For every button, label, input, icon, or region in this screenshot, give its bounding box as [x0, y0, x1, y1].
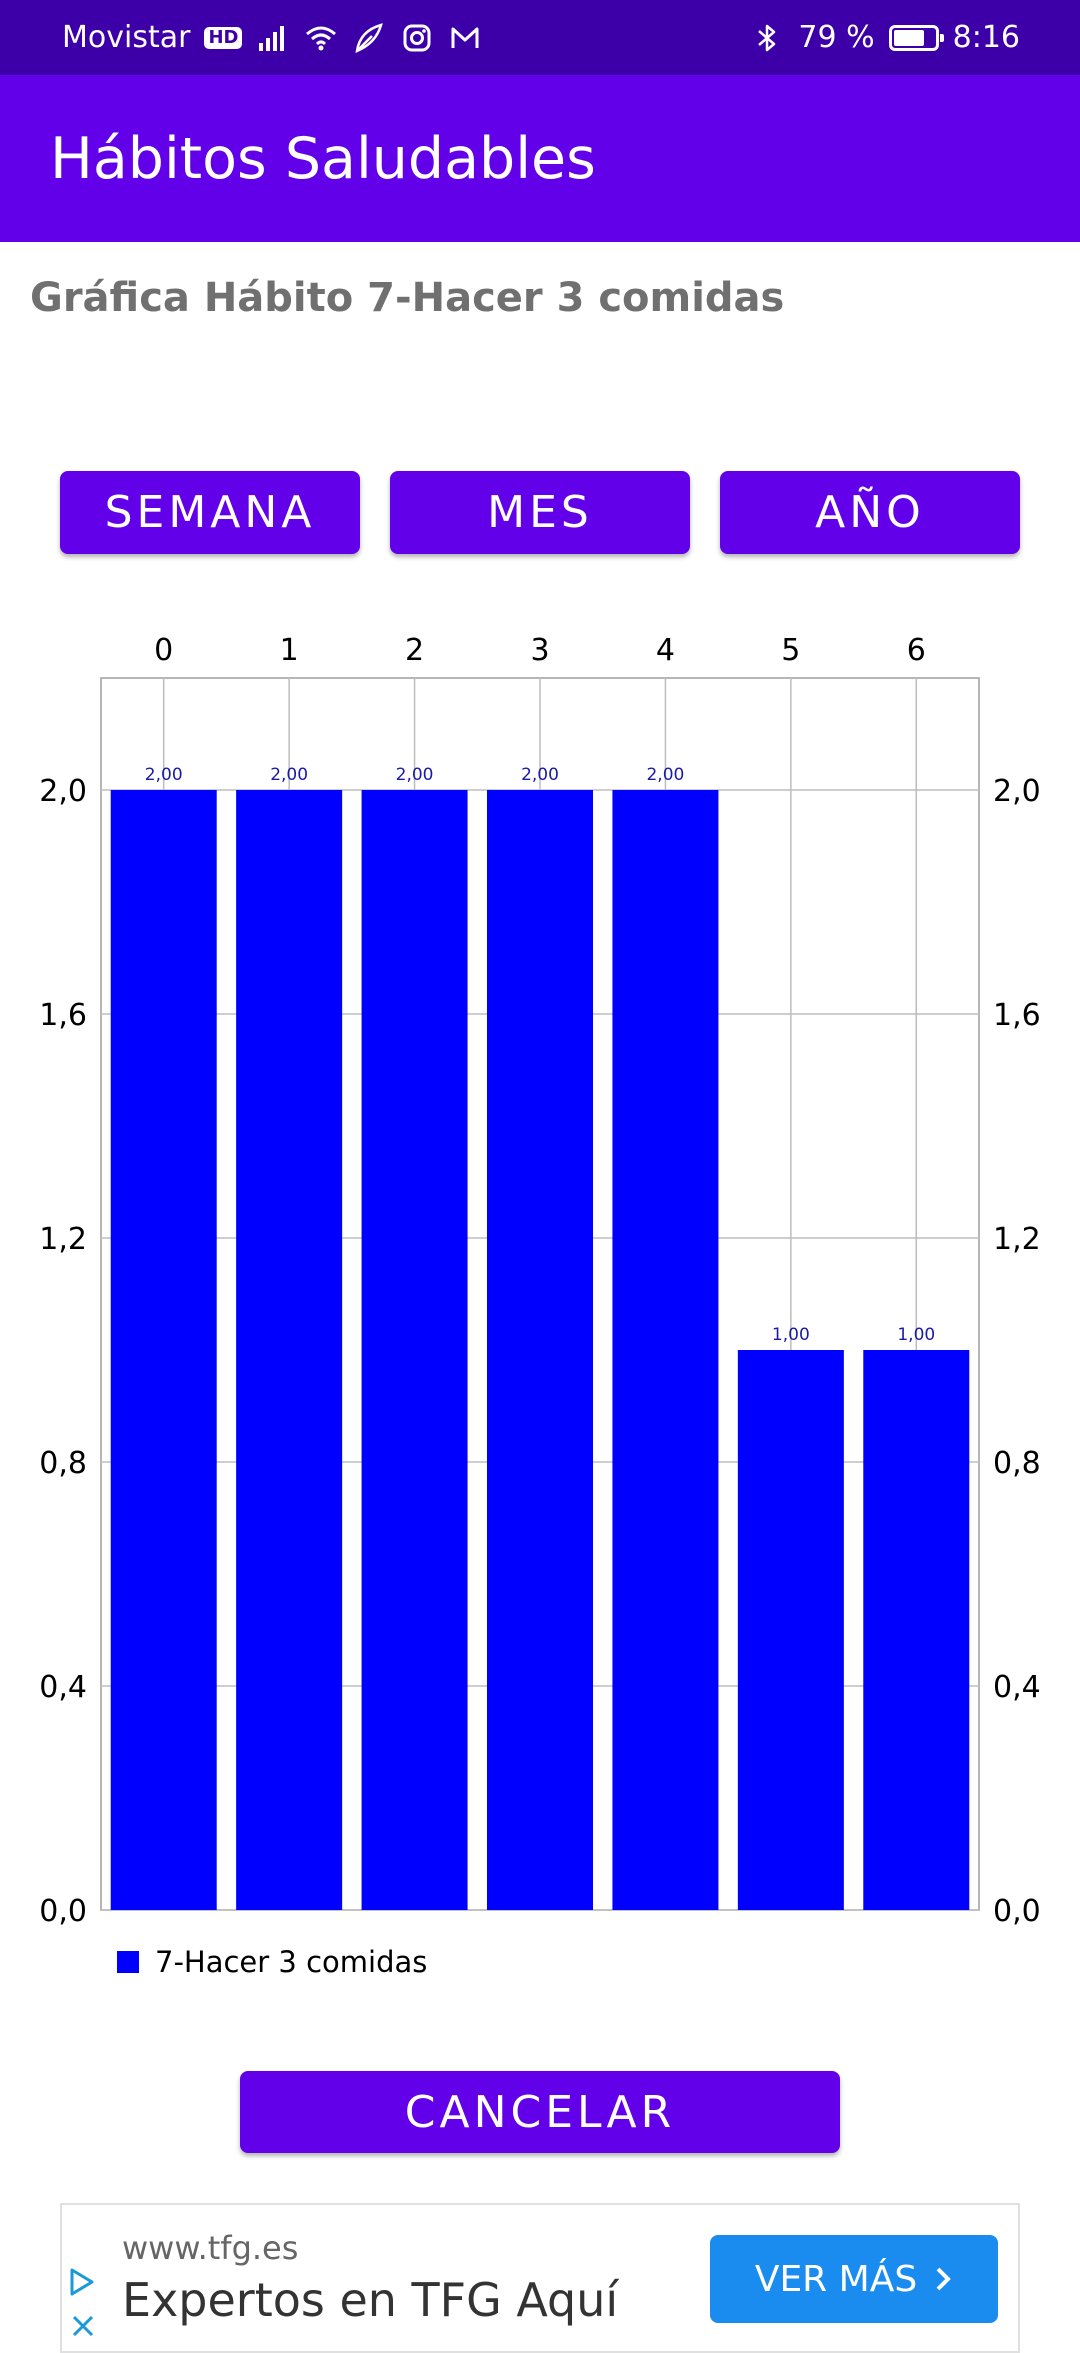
bar-value-label: 1,00 [772, 1325, 810, 1345]
y-tick-label-right: 2,0 [993, 774, 1041, 809]
bar [863, 1350, 970, 1910]
bar-chart: 0,0 0,00,4 0,40,8 0,81,2 1,21,6 1,62,0 2,00 1 2 3… [39, 633, 1041, 1979]
month-button[interactable]: MES [390, 471, 690, 554]
cancel-button[interactable]: CANCELAR [240, 2071, 840, 2153]
hd-badge: HD [204, 26, 243, 49]
legend-swatch [117, 1951, 139, 1973]
ad-choices-icon[interactable] [68, 2267, 96, 2297]
wifi-icon [306, 26, 337, 50]
ad-cta-button[interactable]: VER MÁS [710, 2235, 998, 2323]
status-bar: Movistar HD 79 % 8:16 [0, 0, 1080, 75]
bar-value-label: 2,00 [646, 765, 684, 785]
ad-banner[interactable]: www.tfg.es Expertos en TFG Aquí VER MÁS [60, 2203, 1020, 2353]
x-tick-label: 5 [781, 633, 800, 668]
y-tick-label-left: 1,2 [39, 1222, 87, 1257]
app-title: Hábitos Saludables [50, 125, 596, 192]
bar-value-label: 2,00 [270, 765, 308, 785]
instagram-icon [403, 24, 431, 51]
y-tick-label-left: 0,8 [39, 1446, 87, 1481]
bar-value-label: 2,00 [521, 765, 559, 785]
y-tick-label-right: 0,0 [993, 1894, 1041, 1929]
x-tick-label: 2 [405, 633, 424, 668]
y-tick-label-right: 1,2 [993, 1222, 1041, 1257]
y-tick-label-right: 0,4 [993, 1670, 1041, 1705]
bar [612, 790, 719, 1910]
bar [361, 790, 468, 1910]
bar-value-label: 2,00 [396, 765, 434, 785]
bar [487, 790, 593, 1910]
x-tick-label: 6 [907, 633, 926, 668]
battery-percent: 79 % [798, 20, 875, 55]
y-tick-label-left: 0,4 [39, 1670, 87, 1705]
status-bar-right: 79 % 8:16 [750, 20, 1020, 55]
x-tick-label: 1 [280, 633, 299, 668]
battery-icon [888, 24, 944, 51]
ad-close-icon[interactable] [70, 2313, 96, 2339]
clock: 8:16 [952, 20, 1020, 55]
bar [737, 1350, 844, 1910]
year-button[interactable]: AÑO [720, 471, 1020, 554]
battery-level [893, 29, 925, 46]
bluetooth-icon [758, 24, 776, 51]
ad-url: www.tfg.es [122, 2229, 299, 2267]
x-tick-label: 0 [154, 633, 173, 668]
x-tick-label: 4 [656, 633, 675, 668]
ad-headline[interactable]: Expertos en TFG Aquí [122, 2273, 619, 2327]
y-tick-label-right: 1,6 [993, 998, 1041, 1033]
legend-label: 7-Hacer 3 comidas [155, 1945, 427, 1979]
y-tick-label-left: 0,0 [39, 1894, 87, 1929]
chart-page-subtitle: Gráfica Hábito 7-Hacer 3 comidas [30, 275, 785, 321]
ad-cta-label: VER MÁS [754, 2258, 918, 2300]
y-tick-label-left: 1,6 [39, 998, 87, 1033]
bar [110, 790, 217, 1910]
bar-value-label: 2,00 [145, 765, 183, 785]
gmail-icon [451, 27, 479, 48]
leaf-icon [355, 22, 384, 53]
y-tick-label-left: 2,0 [39, 774, 87, 809]
signal-icon [259, 25, 285, 51]
bar [236, 790, 343, 1910]
x-tick-label: 3 [530, 633, 549, 668]
y-tick-label-right: 0,8 [993, 1446, 1041, 1481]
status-bar-left: Movistar HD [62, 20, 482, 55]
chevron-right-icon [936, 2267, 952, 2291]
carrier-name: Movistar [62, 20, 191, 55]
bar-value-label: 1,00 [897, 1325, 935, 1345]
app-bar: Hábitos Saludables [0, 75, 1080, 242]
week-button[interactable]: SEMANA [60, 471, 360, 554]
